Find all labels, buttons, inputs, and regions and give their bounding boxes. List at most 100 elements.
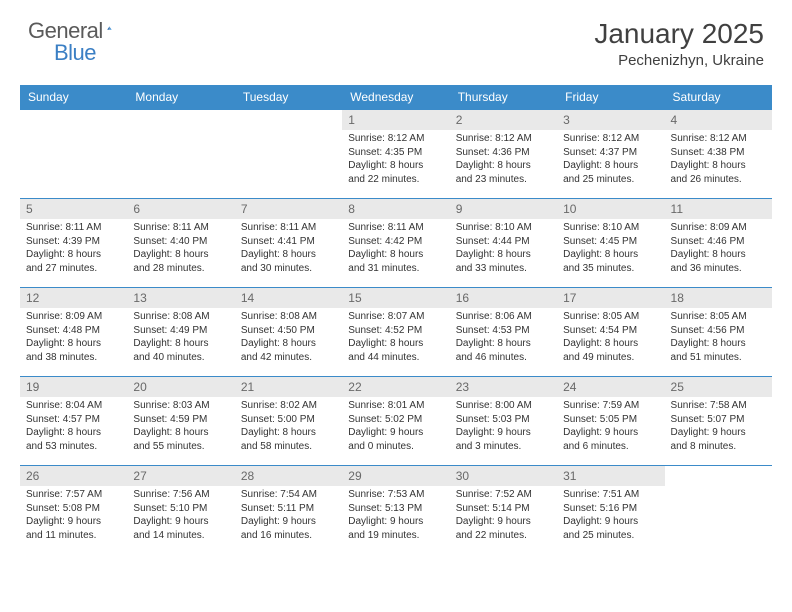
daylight-line-2: and 14 minutes. (133, 529, 228, 543)
sunset-line: Sunset: 4:59 PM (133, 413, 228, 427)
calendar-cell: 23Sunrise: 8:00 AMSunset: 5:03 PMDayligh… (450, 377, 557, 465)
daylight-line-1: Daylight: 8 hours (26, 337, 121, 351)
daylight-line-2: and 46 minutes. (456, 351, 551, 365)
day-number: 25 (665, 377, 772, 397)
daylight-line-1: Daylight: 8 hours (456, 159, 551, 173)
sunset-line: Sunset: 5:10 PM (133, 502, 228, 516)
daylight-line-2: and 25 minutes. (563, 173, 658, 187)
calendar-cell: 3Sunrise: 8:12 AMSunset: 4:37 PMDaylight… (557, 110, 664, 198)
daylight-line-2: and 30 minutes. (241, 262, 336, 276)
daylight-line-1: Daylight: 8 hours (348, 337, 443, 351)
daylight-line-2: and 0 minutes. (348, 440, 443, 454)
calendar-cell: 7Sunrise: 8:11 AMSunset: 4:41 PMDaylight… (235, 199, 342, 287)
day-number: 10 (557, 199, 664, 219)
weekday-header: Wednesday (342, 85, 449, 109)
calendar-row: 5Sunrise: 8:11 AMSunset: 4:39 PMDaylight… (20, 198, 772, 287)
sunset-line: Sunset: 4:57 PM (26, 413, 121, 427)
daylight-line-2: and 55 minutes. (133, 440, 228, 454)
sunrise-line: Sunrise: 7:59 AM (563, 399, 658, 413)
location: Pechenizhyn, Ukraine (594, 52, 764, 69)
daylight-line-2: and 25 minutes. (563, 529, 658, 543)
calendar-cell: 18Sunrise: 8:05 AMSunset: 4:56 PMDayligh… (665, 288, 772, 376)
sunrise-line: Sunrise: 8:11 AM (133, 221, 228, 235)
day-number: 30 (450, 466, 557, 486)
calendar-cell: 2Sunrise: 8:12 AMSunset: 4:36 PMDaylight… (450, 110, 557, 198)
sunrise-line: Sunrise: 8:02 AM (241, 399, 336, 413)
daylight-line-2: and 19 minutes. (348, 529, 443, 543)
sunrise-line: Sunrise: 7:52 AM (456, 488, 551, 502)
sunset-line: Sunset: 5:05 PM (563, 413, 658, 427)
daylight-line-1: Daylight: 8 hours (563, 337, 658, 351)
daylight-line-1: Daylight: 9 hours (26, 515, 121, 529)
day-number: 8 (342, 199, 449, 219)
calendar-cell: 5Sunrise: 8:11 AMSunset: 4:39 PMDaylight… (20, 199, 127, 287)
daylight-line-1: Daylight: 8 hours (133, 426, 228, 440)
sunset-line: Sunset: 5:11 PM (241, 502, 336, 516)
sunrise-line: Sunrise: 8:09 AM (671, 221, 766, 235)
day-number: 2 (450, 110, 557, 130)
sunrise-line: Sunrise: 8:11 AM (241, 221, 336, 235)
calendar-cell: 31Sunrise: 7:51 AMSunset: 5:16 PMDayligh… (557, 466, 664, 554)
sunset-line: Sunset: 4:35 PM (348, 146, 443, 160)
calendar-cell: 14Sunrise: 8:08 AMSunset: 4:50 PMDayligh… (235, 288, 342, 376)
sunset-line: Sunset: 5:03 PM (456, 413, 551, 427)
sunset-line: Sunset: 5:13 PM (348, 502, 443, 516)
day-number: 28 (235, 466, 342, 486)
daylight-line-2: and 35 minutes. (563, 262, 658, 276)
calendar-cell: 22Sunrise: 8:01 AMSunset: 5:02 PMDayligh… (342, 377, 449, 465)
sunrise-line: Sunrise: 8:12 AM (563, 132, 658, 146)
daylight-line-2: and 22 minutes. (348, 173, 443, 187)
daylight-line-1: Daylight: 9 hours (348, 426, 443, 440)
sunrise-line: Sunrise: 8:05 AM (563, 310, 658, 324)
sunrise-line: Sunrise: 8:11 AM (26, 221, 121, 235)
calendar-cell (665, 466, 772, 554)
calendar-cell: 10Sunrise: 8:10 AMSunset: 4:45 PMDayligh… (557, 199, 664, 287)
daylight-line-1: Daylight: 8 hours (671, 159, 766, 173)
sunset-line: Sunset: 4:41 PM (241, 235, 336, 249)
daylight-line-2: and 8 minutes. (671, 440, 766, 454)
calendar-cell: 15Sunrise: 8:07 AMSunset: 4:52 PMDayligh… (342, 288, 449, 376)
daylight-line-1: Daylight: 8 hours (563, 159, 658, 173)
weekday-header: Monday (127, 85, 234, 109)
day-number: 15 (342, 288, 449, 308)
daylight-line-2: and 53 minutes. (26, 440, 121, 454)
daylight-line-2: and 28 minutes. (133, 262, 228, 276)
daylight-line-1: Daylight: 8 hours (456, 337, 551, 351)
sunset-line: Sunset: 4:36 PM (456, 146, 551, 160)
calendar-cell: 20Sunrise: 8:03 AMSunset: 4:59 PMDayligh… (127, 377, 234, 465)
sunset-line: Sunset: 5:08 PM (26, 502, 121, 516)
sunrise-line: Sunrise: 8:08 AM (241, 310, 336, 324)
daylight-line-1: Daylight: 8 hours (671, 248, 766, 262)
calendar-cell: 30Sunrise: 7:52 AMSunset: 5:14 PMDayligh… (450, 466, 557, 554)
sunrise-line: Sunrise: 8:10 AM (563, 221, 658, 235)
sunset-line: Sunset: 4:37 PM (563, 146, 658, 160)
calendar-row: 26Sunrise: 7:57 AMSunset: 5:08 PMDayligh… (20, 465, 772, 554)
day-number: 5 (20, 199, 127, 219)
day-number: 21 (235, 377, 342, 397)
weekday-header: Tuesday (235, 85, 342, 109)
sunrise-line: Sunrise: 7:57 AM (26, 488, 121, 502)
daylight-line-1: Daylight: 9 hours (241, 515, 336, 529)
daylight-line-1: Daylight: 8 hours (26, 426, 121, 440)
daylight-line-1: Daylight: 8 hours (671, 337, 766, 351)
sunrise-line: Sunrise: 7:58 AM (671, 399, 766, 413)
sunrise-line: Sunrise: 8:01 AM (348, 399, 443, 413)
day-number: 17 (557, 288, 664, 308)
daylight-line-2: and 22 minutes. (456, 529, 551, 543)
weekday-header: Friday (557, 85, 664, 109)
calendar-cell: 29Sunrise: 7:53 AMSunset: 5:13 PMDayligh… (342, 466, 449, 554)
sunset-line: Sunset: 4:46 PM (671, 235, 766, 249)
daylight-line-1: Daylight: 8 hours (348, 248, 443, 262)
calendar-cell: 4Sunrise: 8:12 AMSunset: 4:38 PMDaylight… (665, 110, 772, 198)
sunrise-line: Sunrise: 8:06 AM (456, 310, 551, 324)
day-number: 22 (342, 377, 449, 397)
sunset-line: Sunset: 4:52 PM (348, 324, 443, 338)
sunset-line: Sunset: 4:42 PM (348, 235, 443, 249)
daylight-line-1: Daylight: 9 hours (133, 515, 228, 529)
daylight-line-2: and 33 minutes. (456, 262, 551, 276)
daylight-line-2: and 6 minutes. (563, 440, 658, 454)
sunrise-line: Sunrise: 8:10 AM (456, 221, 551, 235)
daylight-line-2: and 11 minutes. (26, 529, 121, 543)
calendar-cell: 17Sunrise: 8:05 AMSunset: 4:54 PMDayligh… (557, 288, 664, 376)
calendar-cell: 16Sunrise: 8:06 AMSunset: 4:53 PMDayligh… (450, 288, 557, 376)
